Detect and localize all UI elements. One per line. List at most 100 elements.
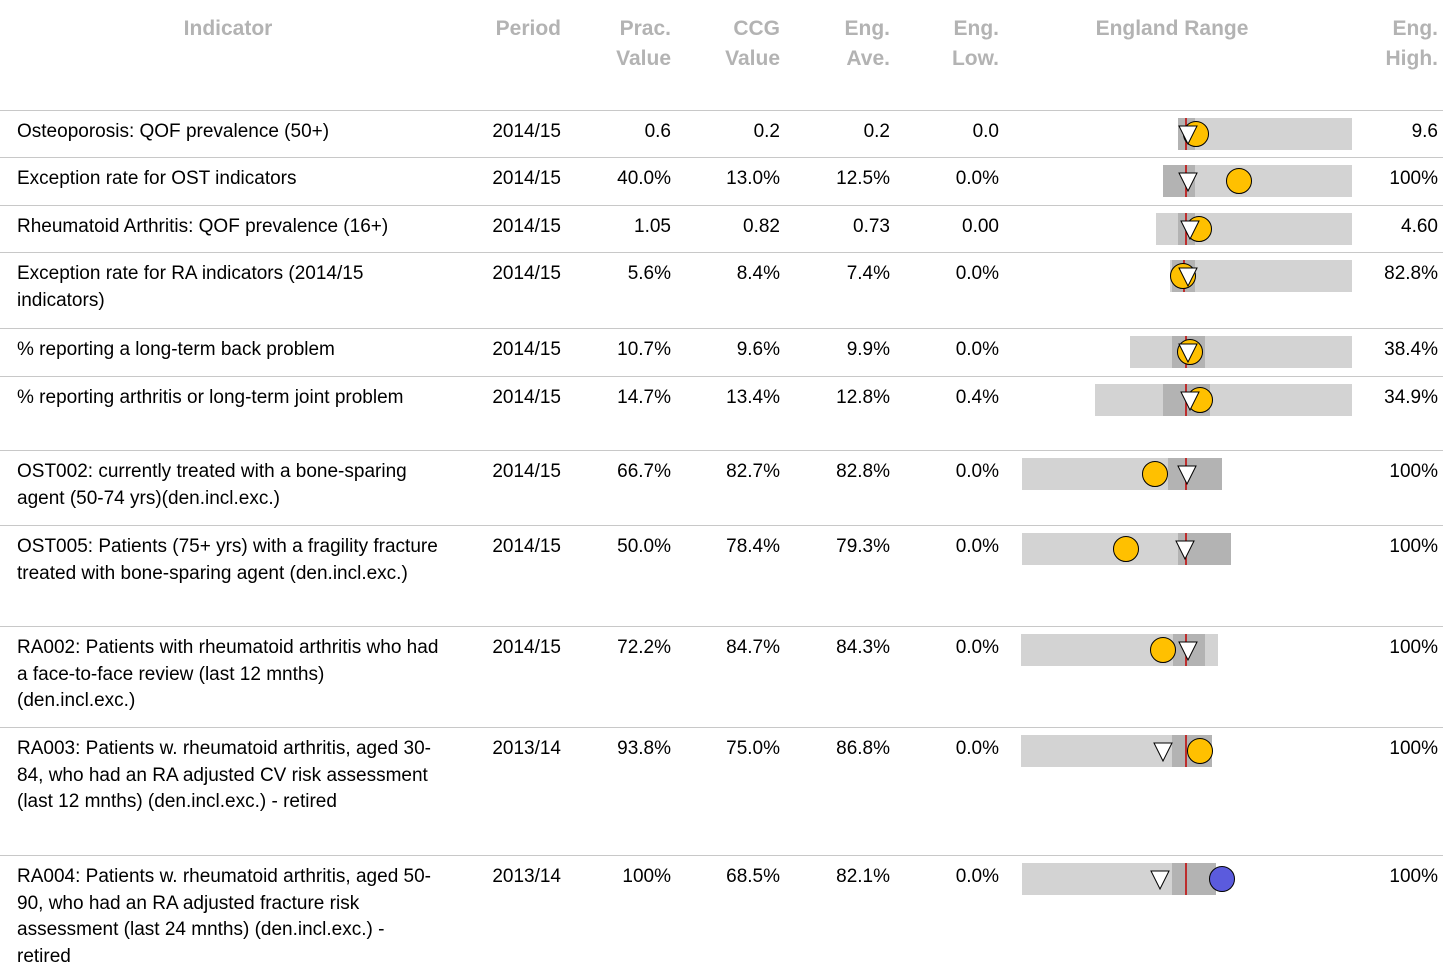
value-cell: 2014/15 (492, 536, 561, 557)
value-cell: 2014/15 (492, 168, 561, 189)
ccg-marker (1180, 220, 1200, 241)
value-cell: 0.82 (743, 216, 780, 237)
practice-marker (1150, 637, 1176, 663)
indicator-cell: RA004: Patients w. rheumatoid arthritis,… (17, 866, 432, 966)
indicator-cell: % reporting a long-term back problem (17, 339, 335, 360)
value-cell: 9.9% (846, 339, 890, 360)
value-cell: 82.8% (836, 461, 890, 482)
value-cell: 84.7% (726, 637, 780, 658)
row-separator (0, 450, 1443, 451)
value-cell: 2014/15 (492, 461, 561, 482)
value-cell: 2013/14 (492, 866, 561, 887)
row-separator (0, 626, 1443, 627)
row-separator (0, 205, 1443, 206)
ccg-marker (1178, 641, 1198, 662)
indicator-cell: Exception rate for OST indicators (17, 168, 297, 189)
row-separator (0, 525, 1443, 526)
value-cell: 12.5% (836, 168, 890, 189)
value-cell: 0.0% (955, 263, 999, 284)
value-cell: 82.1% (836, 866, 890, 887)
value-cell: 2014/15 (492, 339, 561, 360)
value-cell: 0.0% (955, 536, 999, 557)
practice-marker (1187, 738, 1213, 764)
column-header: Prac. Value (616, 17, 671, 70)
value-cell: 0.0% (955, 866, 999, 887)
value-cell: 8.4% (736, 263, 780, 284)
ccg-marker (1150, 870, 1170, 891)
ccg-marker (1178, 172, 1198, 193)
column-header: Eng. Low. (951, 17, 999, 70)
value-cell: 7.4% (846, 263, 890, 284)
value-cell: 14.7% (617, 387, 671, 408)
value-cell: 68.5% (726, 866, 780, 887)
indicator-cell: Osteoporosis: QOF prevalence (50+) (17, 121, 330, 142)
indicator-cell: RA002: Patients with rheumatoid arthriti… (17, 637, 439, 711)
value-cell: 5.6% (627, 263, 671, 284)
indicator-cell: % reporting arthritis or long-term joint… (17, 387, 404, 408)
value-cell: 9.6 (1411, 121, 1438, 142)
indicator-cell: Exception rate for RA indicators (2014/1… (17, 263, 364, 311)
value-cell: 2014/15 (492, 387, 561, 408)
quartile-box (1168, 458, 1222, 490)
value-cell: 82.7% (726, 461, 780, 482)
value-cell: 0.00 (962, 216, 999, 237)
value-cell: 0.6 (644, 121, 671, 142)
ccg-marker (1178, 125, 1198, 146)
ccg-marker (1177, 465, 1197, 486)
value-cell: 10.7% (617, 339, 671, 360)
value-cell: 2014/15 (492, 121, 561, 142)
value-cell: 66.7% (617, 461, 671, 482)
value-cell: 75.0% (726, 738, 780, 759)
row-separator (0, 376, 1443, 377)
column-header: Indicator (183, 17, 273, 40)
value-cell: 100% (1389, 168, 1438, 189)
practice-marker (1209, 866, 1235, 892)
range-bar (1095, 384, 1352, 416)
value-cell: 0.0% (955, 637, 999, 658)
value-cell: 4.60 (1401, 216, 1438, 237)
column-header: Eng. Ave. (844, 17, 891, 70)
indicator-cell: OST002: currently treated with a bone-sp… (17, 461, 407, 509)
value-cell: 2014/15 (492, 637, 561, 658)
value-cell: 78.4% (726, 536, 780, 557)
ccg-marker (1178, 343, 1198, 364)
row-separator (0, 328, 1443, 329)
column-header: Period (495, 17, 561, 40)
value-cell: 100% (622, 866, 671, 887)
value-cell: 2014/15 (492, 263, 561, 284)
column-header: England Range (1095, 17, 1249, 40)
value-cell: 100% (1389, 637, 1438, 658)
value-cell: 0.0% (955, 738, 999, 759)
ccg-marker (1153, 742, 1173, 763)
ccg-marker (1180, 391, 1200, 412)
column-header: CCG Value (725, 17, 780, 70)
value-cell: 84.3% (836, 637, 890, 658)
value-cell: 0.0 (972, 121, 999, 142)
indicator-cell: RA003: Patients w. rheumatoid arthritis,… (17, 738, 432, 812)
value-cell: 34.9% (1384, 387, 1438, 408)
value-cell: 1.05 (634, 216, 671, 237)
value-cell: 0.2 (753, 121, 780, 142)
value-cell: 2014/15 (492, 216, 561, 237)
value-cell: 93.8% (617, 738, 671, 759)
row-separator (0, 110, 1443, 111)
practice-marker (1113, 536, 1139, 562)
value-cell: 13.0% (726, 168, 780, 189)
value-cell: 2013/14 (492, 738, 561, 759)
indicator-cell: OST005: Patients (75+ yrs) with a fragil… (17, 536, 438, 584)
value-cell: 100% (1389, 536, 1438, 557)
value-cell: 72.2% (617, 637, 671, 658)
indicator-cell: Rheumatoid Arthritis: QOF prevalence (16… (17, 216, 389, 237)
value-cell: 0.73 (853, 216, 890, 237)
quartile-box (1172, 863, 1216, 895)
value-cell: 0.4% (955, 387, 999, 408)
range-bar (1130, 336, 1352, 368)
value-cell: 50.0% (617, 536, 671, 557)
value-cell: 13.4% (726, 387, 780, 408)
value-cell: 0.0% (955, 168, 999, 189)
value-cell: 100% (1389, 461, 1438, 482)
value-cell: 0.2 (863, 121, 890, 142)
ccg-marker (1175, 540, 1195, 561)
